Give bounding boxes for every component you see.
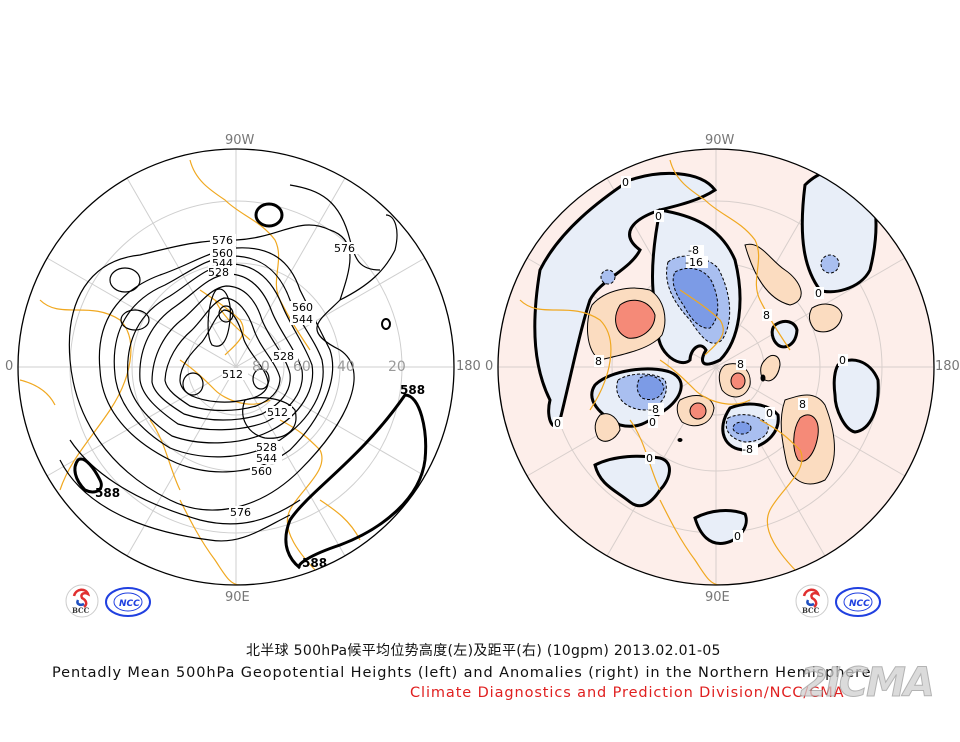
left-coastlines <box>19 159 361 585</box>
svg-text:528: 528 <box>208 266 229 279</box>
right-lon-label-left: 0 <box>485 359 494 374</box>
bcc-logo-right: BCC <box>795 584 829 618</box>
figure-title-english: Pentadly Mean 500hPa Geopotential Height… <box>52 665 872 681</box>
svg-text:BCC: BCC <box>802 606 820 615</box>
svg-text:512: 512 <box>222 368 243 381</box>
svg-text:0: 0 <box>554 417 561 430</box>
watermark: 2ICMA <box>800 660 936 707</box>
right-lon-label-bottom: 90E <box>705 590 730 605</box>
ncc-logo-right: NCC <box>835 587 881 617</box>
right-map-height-anomalies: 0 0 -8 -16 8 8 0 0 8 -8 0 0 -8 8 0 0 0 <box>497 148 935 586</box>
svg-text:NCC: NCC <box>119 599 140 609</box>
svg-text:-8: -8 <box>742 443 753 456</box>
svg-text:0: 0 <box>655 210 662 223</box>
svg-text:60: 60 <box>293 359 311 375</box>
svg-text:8: 8 <box>595 355 602 368</box>
negative-anomaly-cores <box>600 254 840 443</box>
svg-text:528: 528 <box>256 441 277 454</box>
svg-text:0: 0 <box>646 452 653 465</box>
svg-text:-8: -8 <box>688 244 699 257</box>
svg-text:544: 544 <box>292 313 313 326</box>
svg-text:8: 8 <box>799 398 806 411</box>
svg-text:0: 0 <box>766 407 773 420</box>
bcc-logo-left: BCC <box>65 584 99 618</box>
svg-text:588: 588 <box>400 383 425 397</box>
left-map-geopotential-heights: 576 560 544 528 576 560 544 528 512 512 … <box>17 148 455 586</box>
svg-text:0: 0 <box>839 354 846 367</box>
svg-text:-16: -16 <box>685 256 703 269</box>
left-lon-label-right: 180 <box>456 359 481 374</box>
svg-text:8: 8 <box>763 309 770 322</box>
right-lon-label-right: 180 <box>935 359 960 374</box>
svg-text:20: 20 <box>388 359 406 375</box>
left-lon-label-top: 90W <box>225 133 255 148</box>
left-lon-label-bottom: 90E <box>225 590 250 605</box>
svg-text:0: 0 <box>649 416 656 429</box>
svg-text:588: 588 <box>95 486 120 500</box>
svg-text:0: 0 <box>815 287 822 300</box>
svg-text:560: 560 <box>251 465 272 478</box>
svg-text:0: 0 <box>734 530 741 543</box>
right-contour-labels: 0 0 -8 -16 8 8 0 0 8 -8 0 0 -8 8 0 0 0 <box>553 176 848 543</box>
svg-text:0: 0 <box>622 176 629 189</box>
svg-text:588: 588 <box>302 556 327 570</box>
left-height-contours <box>59 184 398 542</box>
left-contour-labels: 576 560 544 528 576 560 544 528 512 512 … <box>95 234 425 570</box>
positive-anomaly-cores <box>615 299 819 462</box>
right-lon-label-top: 90W <box>705 133 735 148</box>
svg-text:NCC: NCC <box>849 599 870 609</box>
left-lon-label-left: 0 <box>5 359 14 374</box>
svg-text:560: 560 <box>212 247 233 260</box>
figure-title-chinese: 北半球 500hPa候平均位势高度(左)及距平(右) (10gpm) 2013.… <box>246 643 721 659</box>
svg-text:8: 8 <box>737 358 744 371</box>
svg-text:40: 40 <box>337 359 355 375</box>
left-graticule <box>18 149 454 585</box>
svg-text:576: 576 <box>230 506 251 519</box>
svg-text:80: 80 <box>252 359 270 375</box>
svg-text:560: 560 <box>292 301 313 314</box>
ncc-logo-left: NCC <box>105 587 151 617</box>
svg-text:528: 528 <box>273 350 294 363</box>
positive-anomaly-regions <box>587 243 843 485</box>
svg-text:-8: -8 <box>648 403 659 416</box>
svg-text:544: 544 <box>256 452 277 465</box>
left-588-contours <box>73 202 428 570</box>
svg-text:BCC: BCC <box>72 606 90 615</box>
svg-text:576: 576 <box>212 234 233 247</box>
svg-text:512: 512 <box>267 406 288 419</box>
svg-text:576: 576 <box>334 242 355 255</box>
left-latitude-labels: 80 60 40 20 <box>252 359 406 375</box>
division-credit: Climate Diagnostics and Prediction Divis… <box>410 685 845 701</box>
